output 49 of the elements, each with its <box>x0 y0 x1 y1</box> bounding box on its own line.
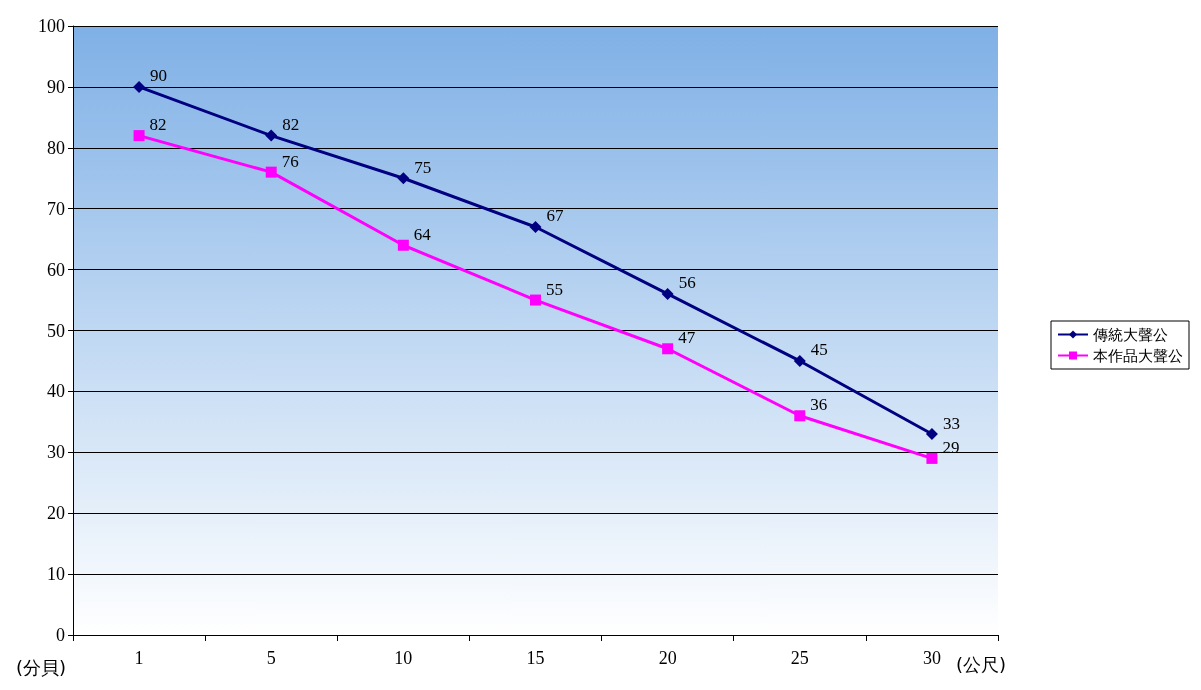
legend-label: 本作品大聲公 <box>1093 346 1183 365</box>
y-tick-label: 0 <box>56 625 65 645</box>
data-label: 56 <box>678 273 696 293</box>
y-tick-label: 90 <box>47 76 65 97</box>
y-axis-title: (分貝) <box>16 656 67 678</box>
point <box>265 129 278 142</box>
point <box>397 172 410 185</box>
point <box>133 80 146 93</box>
data-label: 75 <box>414 157 432 177</box>
data-label: 47 <box>678 328 696 348</box>
y-tick-label: 70 <box>47 198 65 219</box>
x-tick-label: 15 <box>526 648 545 668</box>
point <box>529 220 542 233</box>
point <box>265 166 277 178</box>
data-label: 82 <box>149 115 167 135</box>
y-tick-label: 30 <box>47 442 65 463</box>
data-label: 67 <box>546 206 564 226</box>
point <box>530 294 541 306</box>
data-label: 90 <box>150 66 168 86</box>
x-tick-label: 25 <box>790 648 809 668</box>
point <box>925 428 938 441</box>
point <box>794 410 806 422</box>
x-tick-label: 20 <box>658 648 677 668</box>
y-tick-label: 60 <box>47 259 65 280</box>
x-tick-label: 1 <box>134 648 144 668</box>
point <box>793 354 806 367</box>
data-label: 76 <box>281 151 299 171</box>
data-label: 64 <box>413 224 432 244</box>
point <box>133 130 145 142</box>
x-tick-label: 10 <box>394 648 413 668</box>
data-label: 36 <box>810 395 828 415</box>
y-tick-label: 20 <box>47 503 65 524</box>
y-tick-label: 80 <box>47 137 65 158</box>
y-tick-label: 100 <box>38 16 65 36</box>
y-tick-label: 50 <box>47 320 65 341</box>
data-label: 45 <box>810 340 828 360</box>
point <box>662 343 674 355</box>
x-tick-label: 30 <box>922 648 941 668</box>
data-label: 55 <box>546 279 563 299</box>
data-label: 33 <box>942 413 960 433</box>
point <box>661 287 674 300</box>
y-tick-label: 40 <box>47 381 65 402</box>
point <box>397 239 409 251</box>
x-axis-title: (公尺) <box>956 653 1007 675</box>
x-tick-label: 5 <box>266 648 276 668</box>
legend-label: 傳統大聲公 <box>1092 325 1168 344</box>
y-tick-label: 10 <box>47 564 65 585</box>
point <box>926 452 938 464</box>
data-label: 82 <box>282 115 300 135</box>
